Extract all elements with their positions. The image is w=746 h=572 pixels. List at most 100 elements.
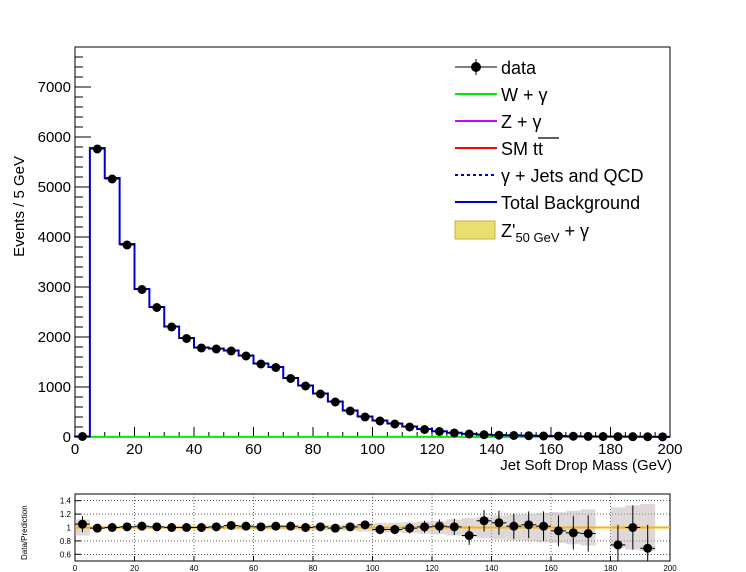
data-marker	[226, 346, 236, 356]
ratio-point	[298, 523, 313, 532]
ratio-marker	[479, 516, 489, 526]
main-plot-frame	[74, 46, 671, 438]
data-point	[104, 174, 120, 184]
data-point	[238, 351, 254, 361]
data-marker	[539, 431, 549, 441]
ratio-marker	[568, 528, 578, 538]
main-x-tick-label: 20	[126, 441, 143, 458]
data-point	[402, 422, 418, 432]
ratio-point	[208, 522, 224, 532]
data-marker	[464, 429, 474, 439]
ratio-point	[342, 522, 358, 532]
ratio-marker	[345, 522, 355, 532]
main-y-axis-label: Events / 5 GeV	[11, 156, 28, 257]
ratio-x-tick-label: 120	[425, 564, 439, 572]
data-marker	[524, 431, 534, 441]
ratio-marker	[107, 523, 117, 532]
ratio-point	[194, 523, 209, 532]
legend-entry-data: data	[455, 58, 537, 78]
ratio-point	[640, 524, 656, 561]
data-marker	[122, 240, 132, 250]
data-point	[551, 431, 566, 441]
legend-label-zprime: Z'50 GeV + γ	[501, 221, 589, 245]
legend: data W + γ Z + γ SM tt γ + Jets and QCD …	[454, 58, 644, 245]
data-marker	[77, 432, 87, 441]
legend-entry-w-gamma: W + γ	[455, 85, 548, 105]
main-x-tick-label: 120	[419, 441, 444, 458]
ratio-point	[357, 520, 373, 530]
main-axes: 0 20 40 60 80 100 120 140 160 180 2000100020003000…	[38, 46, 683, 458]
ratio-marker	[405, 523, 415, 533]
data-marker	[509, 431, 519, 440]
data-point	[491, 430, 507, 440]
data-marker	[434, 427, 444, 436]
ratio-marker	[464, 531, 474, 541]
data-marker	[449, 428, 459, 438]
main-x-tick-label: 40	[186, 441, 203, 458]
ratio-marker	[449, 522, 459, 532]
data-point	[461, 429, 477, 439]
data-marker	[301, 381, 311, 391]
data-point	[89, 144, 105, 154]
data-point	[223, 346, 239, 356]
ratio-marker	[583, 529, 593, 539]
data-point	[417, 425, 432, 434]
ratio-y-tick-label: 1.4	[60, 497, 72, 506]
ratio-marker	[241, 521, 251, 531]
ratio-point	[432, 519, 447, 533]
data-point	[580, 431, 596, 441]
ratio-x-tick-label: 200	[663, 564, 677, 572]
data-point	[313, 389, 328, 399]
ratio-point	[491, 510, 507, 535]
data-marker	[583, 431, 593, 441]
data-point	[342, 406, 358, 416]
ratio-point	[402, 522, 418, 534]
main-y-tick-label: 3000	[38, 279, 71, 296]
data-marker	[107, 174, 117, 184]
data-point	[119, 240, 135, 250]
ratio-marker	[196, 523, 206, 532]
ratio-x-tick-label: 100	[366, 564, 380, 572]
ratio-point	[268, 521, 284, 531]
data-marker	[271, 363, 281, 372]
ratio-marker	[539, 521, 549, 531]
main-x-tick-label: 160	[538, 441, 563, 458]
ratio-marker	[360, 520, 370, 530]
legend-box-zprime-signal	[454, 220, 496, 240]
data-marker	[286, 374, 296, 383]
ratio-x-tick-label: 20	[130, 564, 139, 572]
ratio-point	[417, 520, 432, 533]
ratio-point	[75, 516, 90, 533]
ratio-point	[476, 510, 492, 532]
data-point	[536, 431, 551, 441]
main-x-tick-label: 140	[479, 441, 504, 458]
data-point	[595, 432, 611, 441]
ratio-point	[253, 522, 269, 532]
data-marker	[375, 416, 385, 426]
ratio-y-tick-label: 1.2	[60, 510, 72, 519]
ratio-y-tick-label: 1	[67, 524, 72, 533]
main-y-tick-label: 4000	[38, 229, 71, 246]
ratio-point	[610, 524, 626, 561]
ratio-marker	[494, 518, 504, 528]
main-y-tick-label: 2000	[38, 329, 71, 346]
legend-entry-sm-tt: SM tt	[455, 137, 559, 159]
data-marker	[494, 430, 504, 440]
ratio-point	[446, 518, 462, 535]
ratio-x-tick-label: 40	[190, 564, 199, 572]
data-marker	[568, 431, 578, 441]
data-marker	[613, 432, 623, 442]
legend-marker-data	[471, 62, 481, 72]
ratio-x-tick-label: 0	[73, 564, 78, 572]
ratio-point	[238, 521, 254, 531]
ratio-marker	[301, 523, 311, 532]
ratio-marker	[226, 520, 236, 530]
ratio-points	[75, 505, 656, 561]
data-marker	[211, 344, 221, 354]
legend-label-gamma-jets-qcd: γ + Jets and QCD	[501, 166, 644, 186]
ratio-marker	[152, 522, 162, 532]
data-marker	[196, 343, 206, 353]
data-point	[476, 430, 492, 440]
ratio-marker	[315, 522, 325, 532]
ratio-x-tick-label: 160	[544, 564, 558, 572]
